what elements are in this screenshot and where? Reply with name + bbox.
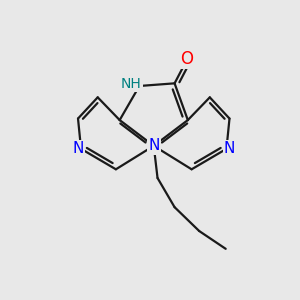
Text: O: O — [181, 50, 194, 68]
Text: N: N — [224, 141, 235, 156]
Text: NH: NH — [121, 77, 141, 91]
Text: N: N — [72, 141, 84, 156]
Text: N: N — [148, 138, 159, 153]
